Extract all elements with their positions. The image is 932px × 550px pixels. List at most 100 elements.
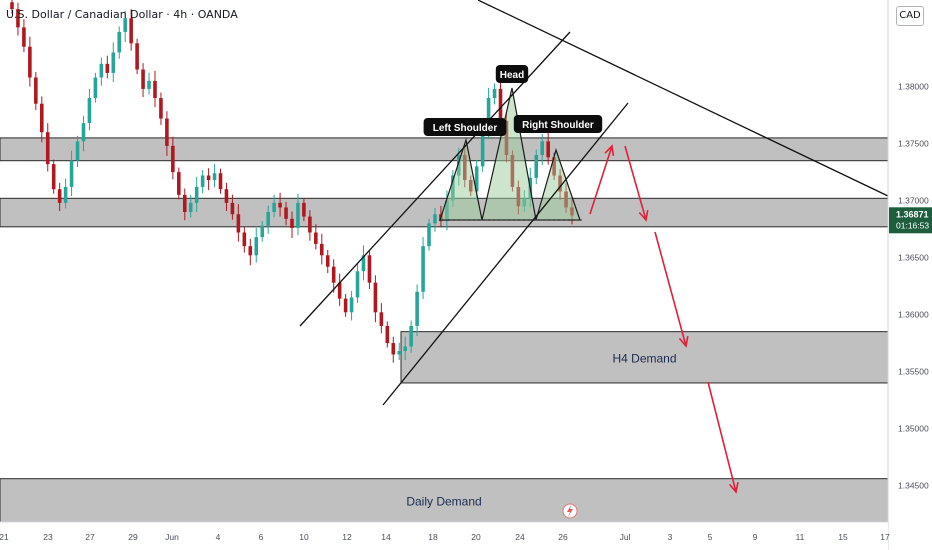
candle-body — [16, 9, 20, 28]
time-tick-label: 20 — [471, 532, 481, 542]
candle-body — [397, 351, 402, 355]
candle-body — [117, 31, 122, 53]
zone-2 — [400, 331, 889, 384]
time-tick-label: 9 — [753, 532, 758, 542]
candle-body — [63, 186, 68, 203]
candle-body — [254, 237, 259, 256]
candle-body — [367, 255, 372, 283]
candle-body — [212, 173, 217, 181]
candle-body — [224, 189, 229, 203]
descending-trendline — [477, 0, 889, 197]
candle-body — [534, 155, 539, 178]
projection-arrow-down-3-head — [728, 482, 739, 494]
time-tick-label: 17 — [880, 532, 890, 542]
channel-lower-line — [382, 102, 629, 406]
price-tick-label: 1.38000 — [898, 82, 929, 92]
projection-arrow-down-2-head — [678, 336, 689, 348]
candle-body — [355, 271, 360, 298]
current-price-tag — [889, 207, 932, 234]
candle-body — [182, 194, 187, 212]
time-tick-label: 23 — [43, 532, 53, 542]
time-tick-label: 29 — [128, 532, 138, 542]
candle-body — [194, 186, 199, 203]
candle-body — [480, 129, 485, 167]
head-and-shoulders-pattern — [439, 87, 581, 221]
zone-1 — [0, 137, 889, 162]
candle-body — [320, 243, 324, 256]
time-tick-label: 15 — [838, 532, 848, 542]
candle-body — [325, 255, 330, 267]
candle-body — [361, 255, 366, 272]
symbol-title: U.S. Dollar / Canadian Dollar · 4h · OAN… — [6, 8, 238, 21]
candle-body — [409, 325, 413, 347]
candle-body — [272, 202, 276, 212]
candle-body — [45, 132, 50, 165]
time-tick-label: Jul — [620, 532, 631, 542]
candle-body — [415, 291, 419, 326]
price-tick-label: 1.37500 — [898, 139, 929, 149]
candle-body — [498, 88, 503, 121]
candle-body — [200, 175, 205, 187]
candle-body — [421, 246, 425, 292]
price-tick-label: 1.36000 — [898, 310, 929, 320]
candle-body — [69, 160, 74, 187]
candles — [10, 0, 574, 363]
candle-body — [93, 77, 98, 99]
right-shoulder-label-bg — [513, 115, 603, 133]
candle-body — [349, 297, 354, 313]
countdown-value: 01:16:53 — [896, 220, 929, 230]
candle-body — [129, 18, 133, 44]
candle-body — [278, 202, 282, 208]
candle-body — [373, 282, 378, 313]
candle-body — [302, 202, 306, 217]
candle-body — [337, 282, 342, 299]
candle-body — [284, 207, 288, 219]
candle-body — [165, 118, 169, 146]
candle-body — [385, 325, 390, 344]
price-tick-label: 1.35000 — [898, 424, 929, 434]
projection-arrow-up — [589, 145, 613, 215]
projection-arrow-down-2 — [654, 231, 687, 347]
price-tick-label: 1.34500 — [898, 481, 929, 491]
projection-path — [589, 144, 739, 494]
candle-body — [75, 141, 80, 161]
candle-body — [57, 189, 62, 203]
candle-body — [123, 18, 127, 32]
time-tick-label: 14 — [381, 532, 391, 542]
candle-body — [546, 141, 550, 158]
candle-body — [147, 80, 151, 89]
daily-demand-label: Daily Demand — [406, 494, 481, 508]
currency-badge[interactable]: CAD — [896, 6, 924, 26]
candle-body — [135, 43, 139, 70]
time-tick-label: 11 — [796, 532, 805, 542]
candle-body — [153, 80, 157, 99]
price-tick-label: 1.35500 — [898, 367, 929, 377]
candle-body — [141, 69, 145, 89]
price-tick-label: 1.37000 — [898, 196, 929, 206]
current-price-value: 1.36871 — [896, 209, 929, 219]
candle-body — [492, 88, 497, 99]
left-shoulder-label-bg — [423, 118, 507, 136]
candle-body — [87, 98, 92, 124]
candle-body — [403, 346, 407, 352]
projection-arrow-down-1 — [624, 145, 647, 221]
candle-body — [379, 312, 384, 326]
candle-body — [290, 218, 294, 228]
candle-body — [218, 173, 223, 190]
head-label-bg — [495, 65, 529, 83]
candle-body — [28, 46, 32, 78]
time-tick-label: 24 — [515, 532, 525, 542]
right-shoulder-label: Right Shoulder — [522, 120, 594, 131]
candle-body — [248, 246, 253, 256]
candle-body — [177, 172, 181, 195]
time-tick-label: 26 — [558, 532, 568, 542]
candle-body — [308, 216, 312, 233]
time-tick-label: 12 — [342, 532, 352, 542]
candle-body — [391, 343, 396, 355]
candle-body — [81, 123, 86, 142]
time-tick-label: 21 — [0, 532, 9, 542]
candle-body — [433, 214, 437, 224]
candle-body — [10, 2, 14, 10]
